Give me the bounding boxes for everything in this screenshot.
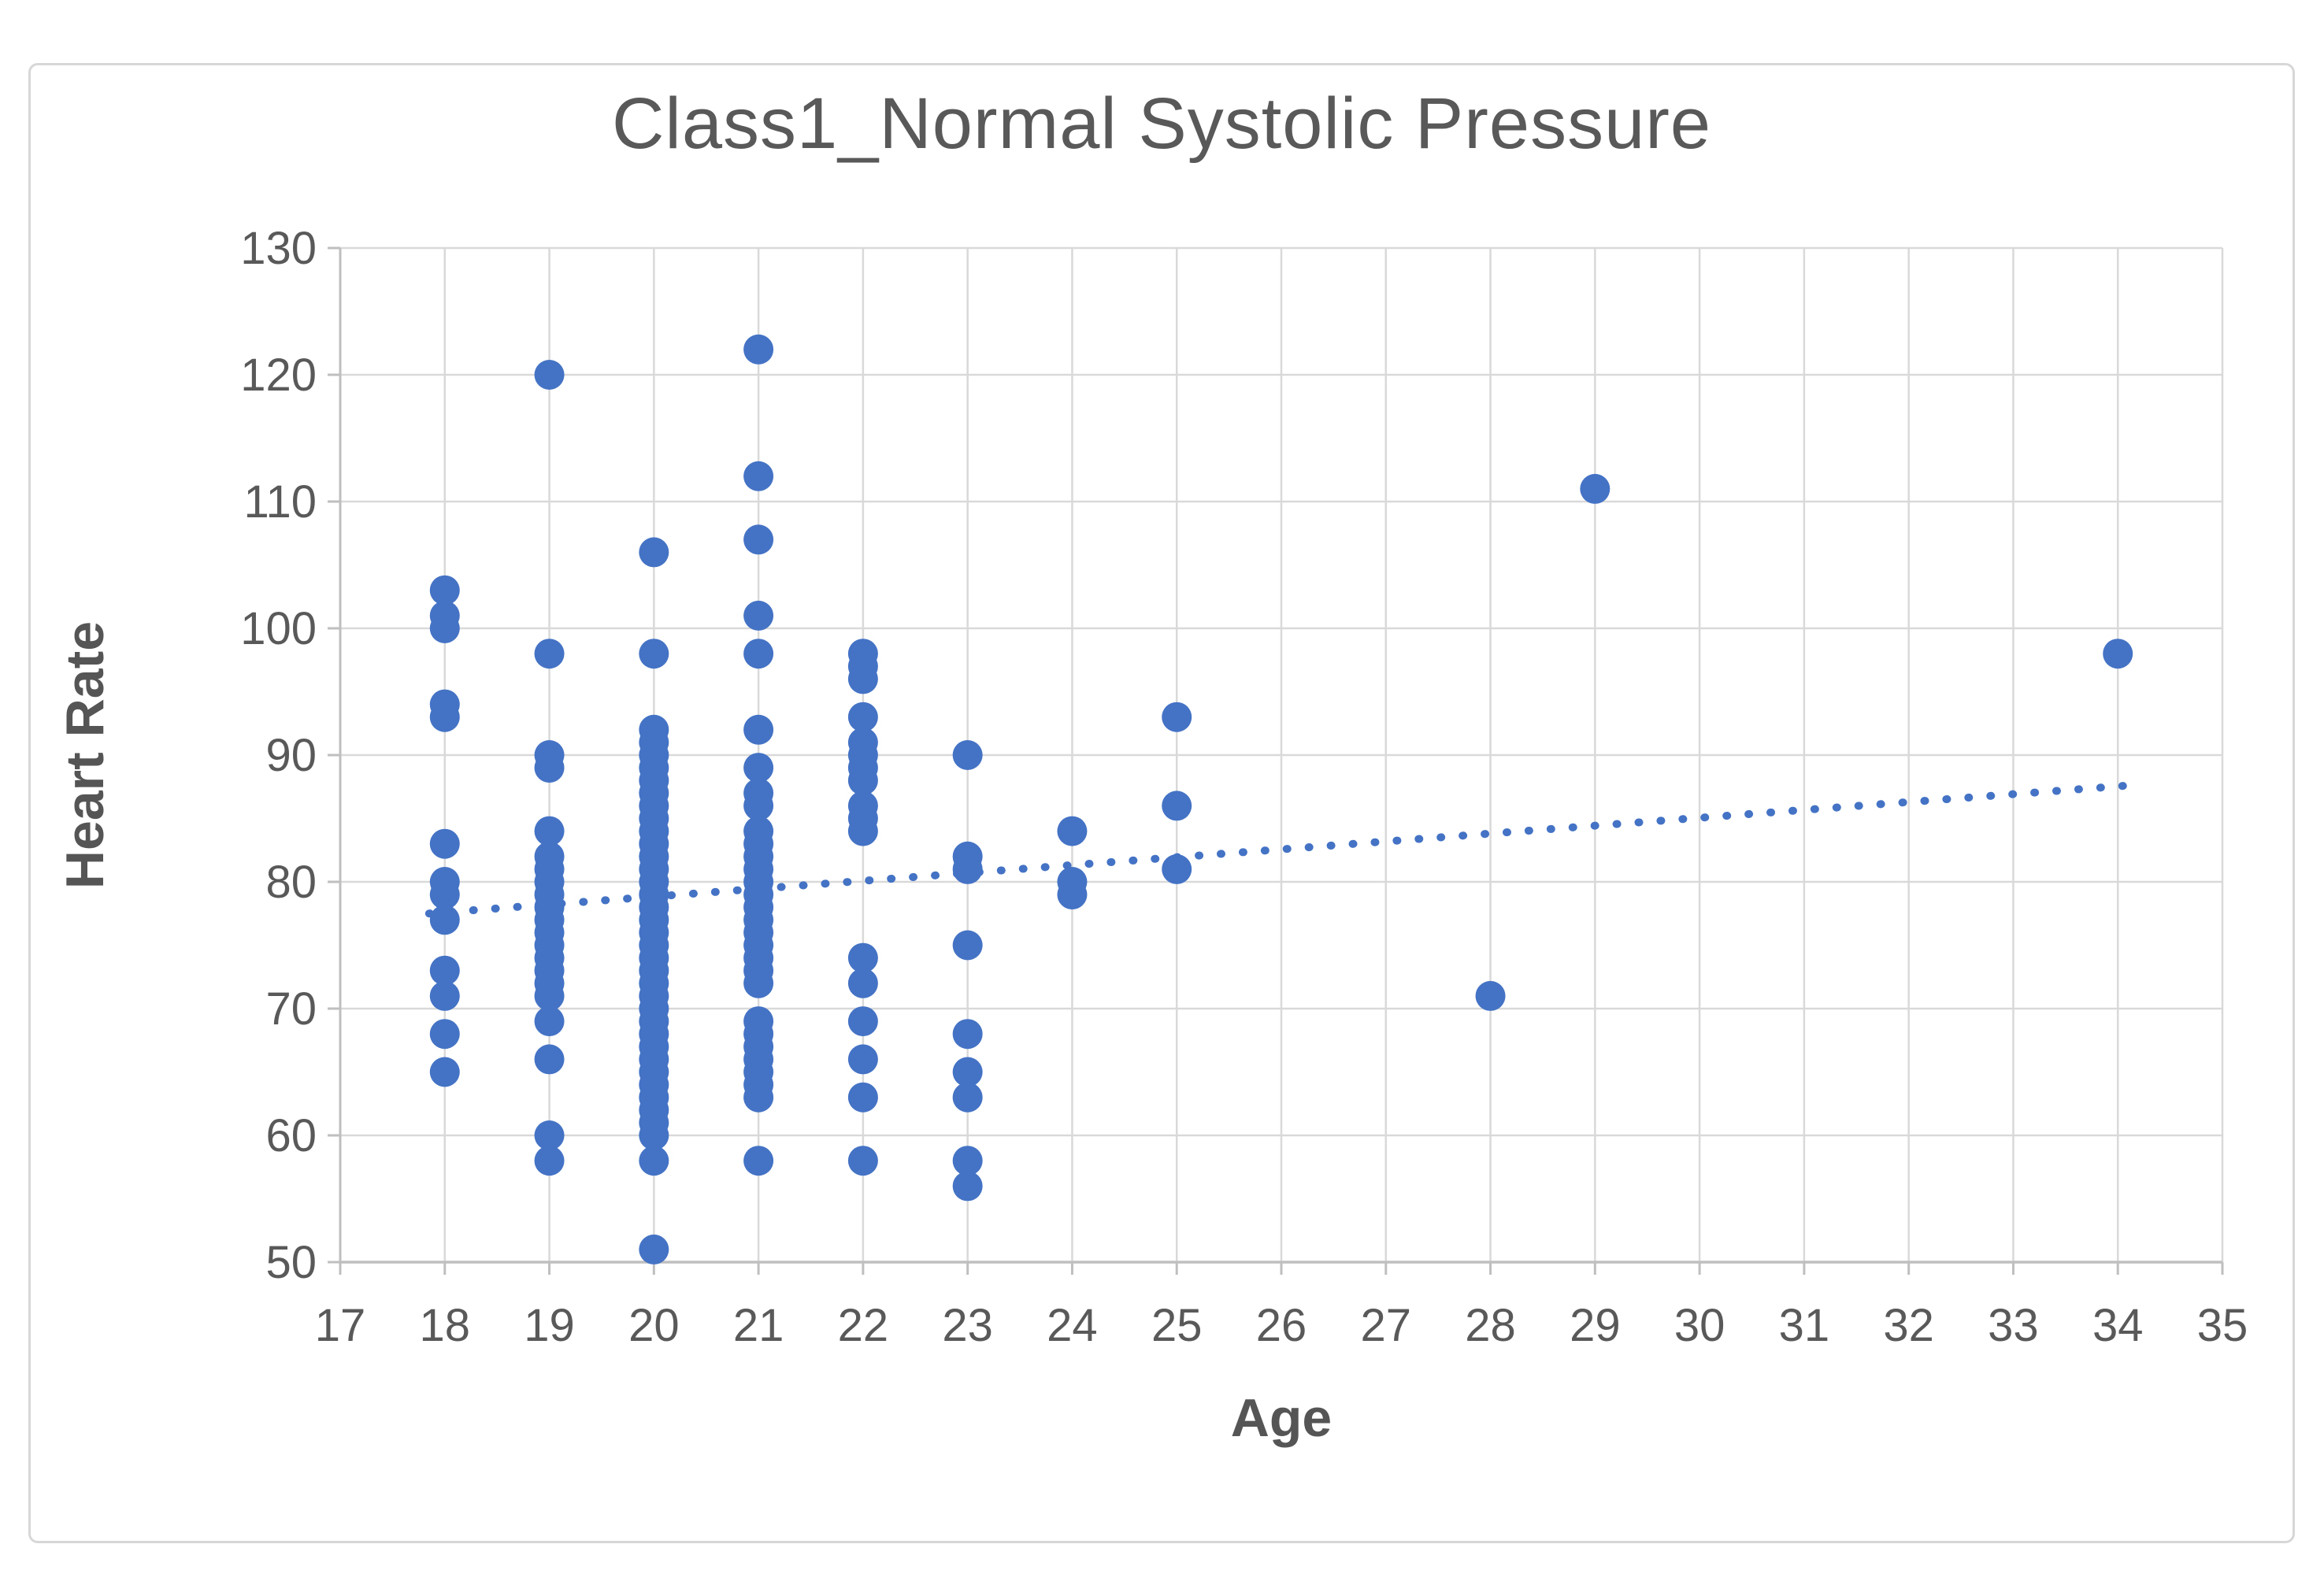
x-axis-title: Age — [1230, 1388, 1333, 1448]
data-point — [743, 1146, 774, 1176]
data-point — [743, 600, 774, 631]
data-point — [847, 702, 878, 732]
data-point — [429, 1057, 460, 1087]
x-tick-label: 24 — [1047, 1300, 1098, 1351]
data-point — [952, 1146, 983, 1176]
x-tick-label: 22 — [838, 1300, 889, 1351]
x-tick-label: 25 — [1151, 1300, 1203, 1351]
data-point — [952, 1019, 983, 1050]
data-point — [743, 753, 774, 783]
data-point — [847, 1082, 878, 1113]
data-point — [952, 1082, 983, 1113]
data-point — [534, 1006, 565, 1037]
data-point — [952, 740, 983, 770]
data-point — [429, 828, 460, 859]
data-point — [639, 639, 669, 669]
data-point — [847, 1146, 878, 1176]
data-point — [1162, 702, 1192, 732]
y-tick-label: 80 — [265, 857, 317, 908]
data-point — [743, 968, 774, 998]
data-point — [847, 942, 878, 973]
data-point — [639, 1120, 669, 1150]
data-point — [847, 1006, 878, 1037]
data-point — [429, 1019, 460, 1050]
y-tick-label: 130 — [240, 223, 317, 274]
y-tick-label: 120 — [240, 350, 317, 401]
data-point — [847, 1044, 878, 1075]
x-tick-label: 34 — [2092, 1300, 2144, 1351]
data-point — [1057, 816, 1088, 846]
data-point — [429, 879, 460, 910]
data-point — [952, 1057, 983, 1087]
data-point — [639, 537, 669, 568]
data-point — [952, 930, 983, 961]
data-point — [743, 791, 774, 821]
x-tick-label: 26 — [1256, 1300, 1307, 1351]
data-point — [639, 1234, 669, 1265]
y-axis-title: Heart Rate — [55, 620, 115, 890]
data-point — [1475, 980, 1506, 1011]
x-tick-label: 20 — [628, 1300, 680, 1351]
data-point — [534, 1120, 565, 1150]
y-tick-label: 50 — [265, 1237, 317, 1288]
x-tick-label: 35 — [2197, 1300, 2248, 1351]
data-point — [743, 714, 774, 745]
data-point — [534, 639, 565, 669]
y-tick-label: 110 — [244, 476, 317, 528]
data-point — [534, 816, 565, 846]
data-point — [847, 765, 878, 796]
trendline — [424, 781, 2133, 918]
data-point — [743, 334, 774, 365]
x-tick-label: 30 — [1674, 1300, 1725, 1351]
x-tick-label: 29 — [1570, 1300, 1621, 1351]
data-point — [534, 360, 565, 390]
chart-border — [28, 63, 2295, 1543]
data-point — [429, 980, 460, 1011]
x-tick-label: 23 — [942, 1300, 993, 1351]
x-tick-label: 19 — [524, 1300, 575, 1351]
x-tick-label: 17 — [315, 1300, 366, 1351]
chart-title: Class1_Normal Systolic Pressure — [611, 83, 1712, 164]
data-point — [2103, 639, 2133, 669]
data-point — [847, 968, 878, 998]
y-tick-label: 100 — [240, 603, 317, 654]
data-point — [743, 1082, 774, 1113]
data-point — [429, 702, 460, 732]
x-tick-label: 27 — [1361, 1300, 1412, 1351]
data-point — [534, 980, 565, 1011]
data-point — [429, 955, 460, 986]
data-point — [429, 905, 460, 935]
data-point — [639, 1146, 669, 1176]
data-point — [1580, 473, 1610, 504]
data-point — [534, 753, 565, 783]
data-point — [743, 524, 774, 555]
data-point — [743, 639, 774, 669]
data-point — [847, 664, 878, 694]
x-tick-label: 21 — [733, 1300, 784, 1351]
data-point — [743, 461, 774, 491]
data-point — [1057, 879, 1088, 910]
x-tick-label: 33 — [1988, 1300, 2039, 1351]
x-tick-label: 31 — [1779, 1300, 1830, 1351]
y-tick-label: 90 — [265, 730, 317, 781]
y-tick-label: 70 — [265, 983, 317, 1035]
x-tick-label: 28 — [1465, 1300, 1516, 1351]
y-tick-label: 60 — [265, 1110, 317, 1161]
data-point — [534, 1044, 565, 1075]
data-point — [429, 613, 460, 643]
data-point — [534, 1146, 565, 1176]
data-point — [1162, 791, 1192, 821]
x-tick-label: 32 — [1883, 1300, 1934, 1351]
data-point — [952, 1171, 983, 1202]
x-tick-label: 18 — [420, 1300, 471, 1351]
data-point — [1162, 854, 1192, 884]
data-point — [429, 575, 460, 605]
data-point — [847, 816, 878, 846]
